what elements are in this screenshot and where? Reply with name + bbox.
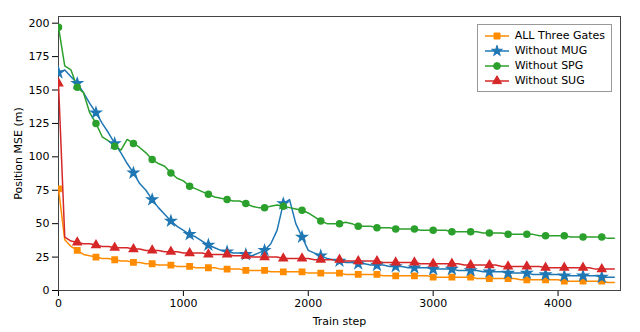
svg-text:0: 0 [43,284,50,297]
svg-text:0: 0 [55,297,62,310]
svg-text:100: 100 [29,150,50,163]
svg-text:150: 150 [29,84,50,97]
svg-text:75: 75 [36,184,50,197]
svg-text:2000: 2000 [294,297,322,310]
svg-text:175: 175 [29,50,50,63]
svg-text:25: 25 [36,251,50,264]
svg-text:1000: 1000 [169,297,197,310]
html-text:Without MUG: Without MUG [514,44,588,57]
html-text:Without SPG: Without SPG [514,59,584,72]
svg-text:Position MSE (m): Position MSE (m) [12,107,25,200]
svg-text:4000: 4000 [544,297,572,310]
svg-text:Train step: Train step [312,315,367,328]
html-text:Without SUG: Without SUG [514,74,585,87]
svg-text:200: 200 [29,17,50,30]
svg-text:125: 125 [29,117,50,130]
svg-text:50: 50 [36,217,50,230]
svg-text:3000: 3000 [419,297,447,310]
html-text:ALL Three Gates: ALL Three Gates [514,29,605,42]
